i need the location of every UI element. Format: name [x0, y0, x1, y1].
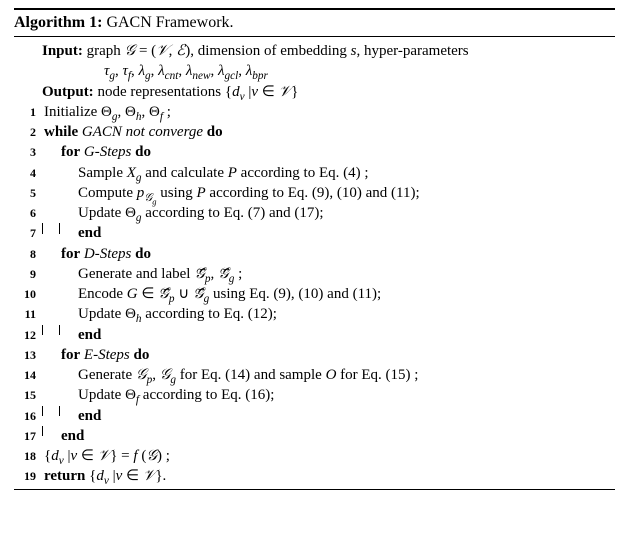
algorithm-body: Input: graph 𝒢 = (𝒱, ℰ), dimension of em…: [14, 37, 615, 489]
line-number: 1: [14, 102, 42, 120]
line-content: for G-Steps do: [59, 142, 615, 162]
line-number: 4: [14, 163, 42, 181]
code-line: 11 Update Θh according to Eq. (12);: [14, 304, 615, 324]
line-number: 15: [14, 385, 42, 403]
code-line: 13 for E-Steps do: [14, 345, 615, 365]
line-number: 12: [14, 325, 42, 343]
line-content: while GACN not converge do: [42, 122, 615, 142]
algorithm-title: Algorithm 1: GACN Framework.: [14, 10, 615, 36]
line-number: 16: [14, 406, 42, 424]
code-line: 16 end: [14, 406, 615, 426]
code-line: 9 Generate and label 𝒢⃗p, 𝒢⃗g ;: [14, 264, 615, 284]
line-content: end: [59, 426, 615, 446]
code-line: 3 for G-Steps do: [14, 142, 615, 162]
code-line: 12 end: [14, 325, 615, 345]
line-content: end: [76, 223, 615, 243]
line-content: Initialize Θg, Θh, Θf ;: [42, 102, 615, 122]
line-content: Generate 𝒢p, 𝒢g for Eq. (14) and sample …: [76, 365, 615, 385]
code-line: 2 while GACN not converge do: [14, 122, 615, 142]
line-content: Update Θh according to Eq. (12);: [76, 304, 615, 324]
line-number: 8: [14, 244, 42, 262]
line-content: {dv |v ∈ 𝒱} = f (𝒢) ;: [42, 446, 615, 466]
title-prefix: Algorithm: [14, 14, 85, 31]
algorithm-name: GACN Framework.: [106, 14, 233, 31]
line-number: 5: [14, 183, 42, 201]
code-line: 14 Generate 𝒢p, 𝒢g for Eq. (14) and samp…: [14, 365, 615, 385]
line-number: 19: [14, 466, 42, 484]
line-number-blank: [14, 82, 42, 84]
code-line: 8 for D-Steps do: [14, 244, 615, 264]
input-text-2: τg, τf, λg, λcnt, λnew, λgcl, λbpr: [42, 61, 615, 81]
code-line: 15 Update Θf according to Eq. (16);: [14, 385, 615, 405]
code-line: 19 return {dv |v ∈ 𝒱}.: [14, 466, 615, 486]
input-label: Input:: [42, 43, 83, 59]
line-content: Generate and label 𝒢⃗p, 𝒢⃗g ;: [76, 264, 615, 284]
line-content: Compute p𝒢g using P according to Eq. (9)…: [76, 183, 615, 203]
line-content: Sample Xg and calculate P according to E…: [76, 163, 615, 183]
line-number: 6: [14, 203, 42, 221]
line-number: 11: [14, 304, 42, 322]
line-content: Update Θf according to Eq. (16);: [76, 385, 615, 405]
line-number: 3: [14, 142, 42, 160]
code-line: 7 end: [14, 223, 615, 243]
code-line: 1 Initialize Θg, Θh, Θf ;: [14, 102, 615, 122]
code-line: 4 Sample Xg and calculate P according to…: [14, 163, 615, 183]
code-line: 10 Encode G ∈ 𝒢⃗p ∪ 𝒢⃗g using Eq. (9), (…: [14, 284, 615, 304]
line-number-blank: [14, 41, 42, 43]
line-content: end: [76, 325, 615, 345]
line-content: Encode G ∈ 𝒢⃗p ∪ 𝒢⃗g using Eq. (9), (10)…: [76, 284, 615, 304]
input-text-1: graph 𝒢 = (𝒱, ℰ), dimension of embedding…: [87, 43, 469, 59]
line-number: 18: [14, 446, 42, 464]
code-line: 17 end: [14, 426, 615, 446]
bottom-rule: [14, 489, 615, 490]
code-line: 18 {dv |v ∈ 𝒱} = f (𝒢) ;: [14, 446, 615, 466]
line-number: 9: [14, 264, 42, 282]
input-line: Input: graph 𝒢 = (𝒱, ℰ), dimension of em…: [14, 41, 615, 82]
line-content: return {dv |v ∈ 𝒱}.: [42, 466, 615, 486]
code-line: 5 Compute p𝒢g using P according to Eq. (…: [14, 183, 615, 203]
output-line: Output: node representations {dv |v ∈ 𝒱}: [14, 82, 615, 102]
output-text: node representations {dv |v ∈ 𝒱}: [97, 84, 298, 100]
line-content: for E-Steps do: [59, 345, 615, 365]
algorithm-block: Algorithm 1: GACN Framework. Input: grap…: [0, 0, 629, 498]
line-number: 10: [14, 284, 42, 302]
output-label: Output:: [42, 84, 94, 100]
line-number: 17: [14, 426, 42, 444]
algorithm-number: 1: [89, 14, 97, 31]
line-content: for D-Steps do: [59, 244, 615, 264]
line-number: 14: [14, 365, 42, 383]
line-content: Update Θg according to Eq. (7) and (17);: [76, 203, 615, 223]
line-content: end: [76, 406, 615, 426]
line-number: 2: [14, 122, 42, 140]
code-line: 6 Update Θg according to Eq. (7) and (17…: [14, 203, 615, 223]
line-number: 7: [14, 223, 42, 241]
line-number: 13: [14, 345, 42, 363]
